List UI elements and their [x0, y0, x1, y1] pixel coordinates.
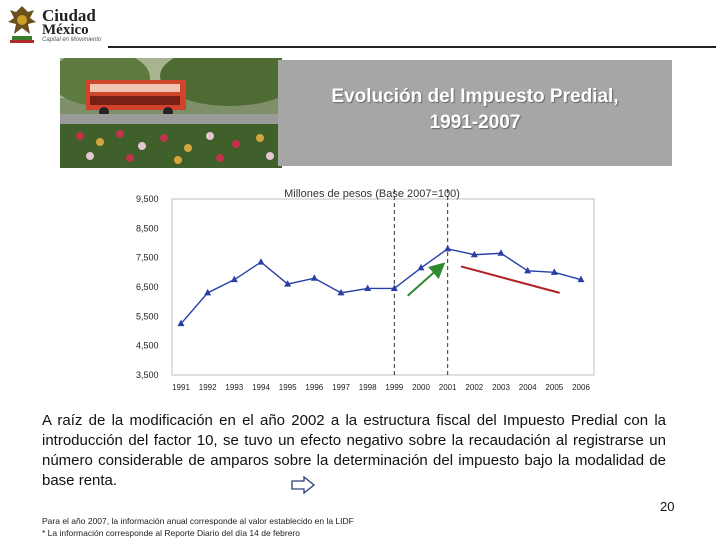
- header-divider: [108, 46, 716, 48]
- page-title-line2: 1991-2007: [429, 112, 521, 133]
- y-tick-label: 7,500: [136, 253, 159, 263]
- x-axis-ticks: 1991 1992 1993 1994 1995 1996 1997 1998 1999 2000…: [172, 383, 590, 392]
- data-point: [497, 249, 505, 256]
- y-tick-label: 4,500: [136, 341, 159, 351]
- data-point: [417, 263, 425, 271]
- data-point: [524, 266, 532, 274]
- explanation-paragraph: A raíz de la modificación en el año 2002…: [42, 412, 666, 489]
- reference-lines: [393, 189, 449, 375]
- y-tick-label: 9,500: [136, 194, 159, 204]
- data-point: [550, 268, 558, 275]
- data-point: [577, 275, 585, 283]
- data-point: [444, 244, 452, 252]
- series-layer: [177, 244, 585, 327]
- trend-annotations: [407, 262, 560, 297]
- eagle-emblem-icon: [8, 6, 36, 43]
- plot-frame: [171, 198, 595, 376]
- footnote-1: Para el año 2007, la información anual c…: [42, 516, 354, 526]
- logo-line2: México: [42, 22, 89, 38]
- data-point: [364, 284, 372, 291]
- y-tick-label: 5,500: [136, 311, 159, 321]
- x-tick-label: 2001: [439, 383, 457, 392]
- page-title: Evolución del Impuesto Predial, 1991-200…: [278, 84, 672, 136]
- y-tick-label: 8,500: [136, 223, 159, 233]
- data-point: [470, 250, 478, 258]
- banner-title-box: Evolución del Impuesto Predial, 1991-200…: [278, 60, 672, 166]
- x-tick-label: 1998: [359, 383, 377, 392]
- x-tick-label: 1991: [172, 383, 190, 392]
- data-point: [177, 319, 185, 327]
- logo-line1: Ciudad: [42, 6, 96, 25]
- x-tick-label: 2005: [545, 383, 563, 392]
- data-point: [390, 284, 398, 291]
- page-number: 20: [660, 499, 675, 514]
- data-point: [284, 280, 292, 287]
- next-arrow-icon[interactable]: [290, 476, 316, 494]
- x-tick-label: 1997: [332, 383, 350, 392]
- y-axis-ticks: 9,500 8,500 7,500 6,500 5,500 4,500 3,500: [136, 194, 159, 380]
- x-tick-label: 2002: [465, 383, 483, 392]
- x-tick-label: 2004: [519, 383, 537, 392]
- x-tick-label: 1999: [385, 383, 403, 392]
- series-line: [180, 248, 582, 325]
- y-tick-label: 3,500: [136, 370, 159, 380]
- data-point: [230, 275, 238, 283]
- chart-title: Millones de pesos (Base 2007=100): [284, 188, 460, 200]
- trend-arrow: [407, 262, 446, 297]
- x-tick-label: 1992: [199, 383, 217, 392]
- data-point: [204, 288, 212, 296]
- impuesto-predial-line-chart: Millones de pesos (Base 2007=100) 9,500 8…: [136, 188, 595, 392]
- y-tick-label: 6,500: [136, 282, 159, 292]
- x-tick-label: 2000: [412, 383, 430, 392]
- x-tick-label: 1994: [252, 383, 270, 392]
- ciudad-mexico-logo: Ciudad México Capital en Movimiento: [4, 2, 104, 46]
- x-tick-label: 1993: [225, 383, 243, 392]
- logo-tagline: Capital en Movimiento: [42, 37, 102, 43]
- data-point: [337, 288, 345, 296]
- trend-line: [460, 265, 560, 294]
- banner-photo: [60, 58, 282, 168]
- x-tick-label: 1995: [279, 383, 297, 392]
- x-tick-label: 2006: [572, 383, 590, 392]
- data-point: [257, 258, 265, 265]
- data-point: [310, 274, 318, 281]
- page-title-line1: Evolución del Impuesto Predial,: [331, 86, 619, 107]
- x-tick-label: 1996: [305, 383, 323, 392]
- x-tick-label: 2003: [492, 383, 510, 392]
- footnote-2: * La información corresponde al Reporte …: [42, 528, 300, 538]
